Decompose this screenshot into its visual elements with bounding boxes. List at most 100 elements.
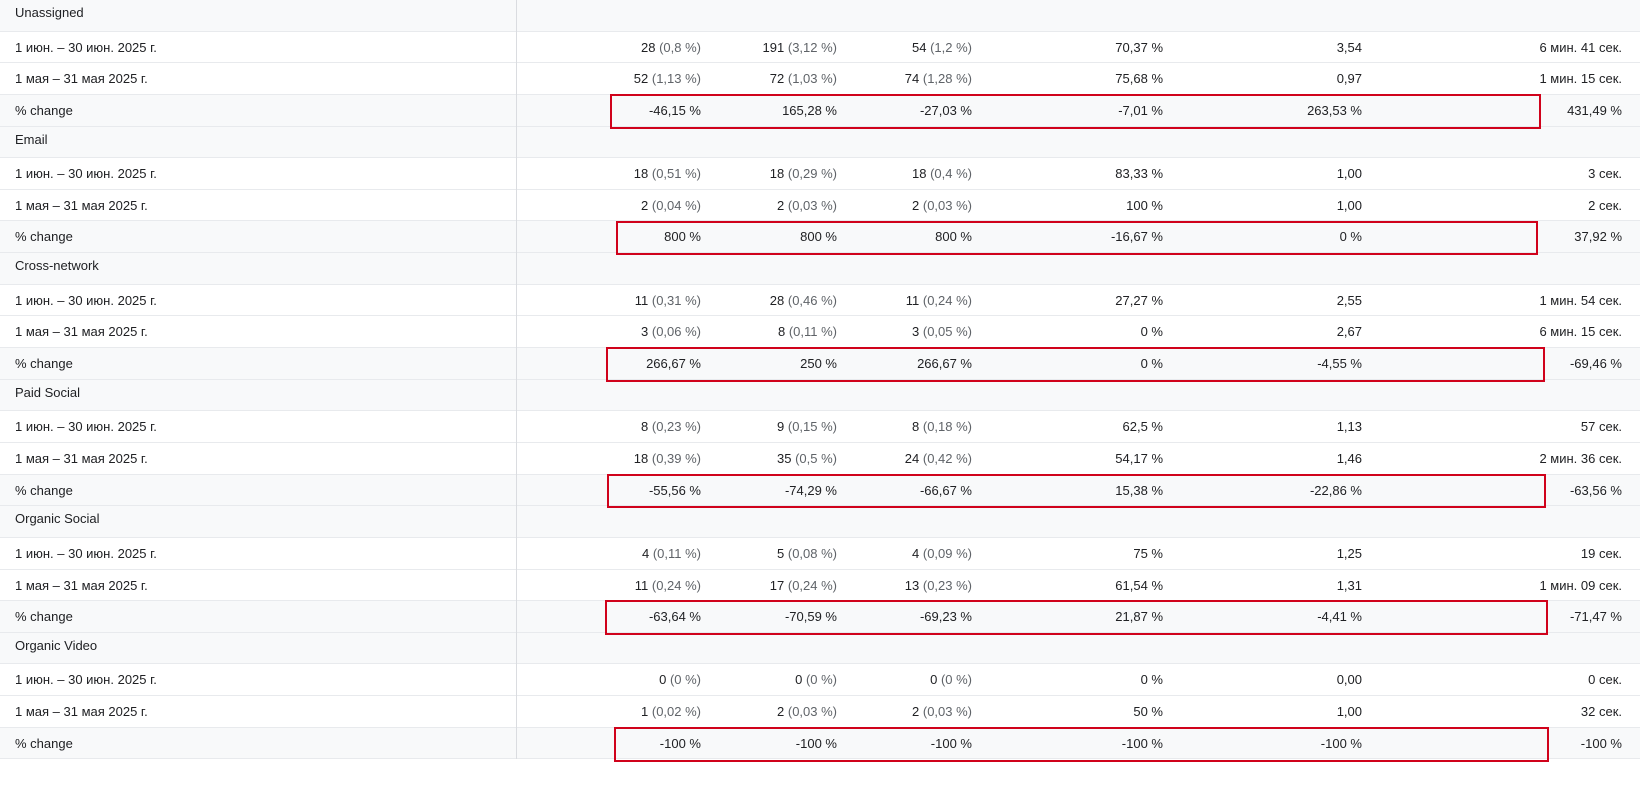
metric-share: (3,12 %)	[784, 39, 837, 55]
metric-share: (0,03 %)	[784, 704, 837, 720]
group-header-row: Organic Video	[0, 632, 1640, 665]
row-label: 1 мая – 31 мая 2025 г.	[15, 450, 148, 466]
metric-value: 1,46	[1336, 450, 1362, 466]
metric-value: 3 сек.	[1588, 166, 1622, 182]
metric-share: (0,39 %)	[648, 450, 701, 466]
metric-cell: -74,29 %	[785, 475, 837, 508]
change-row: % change 800 % 800 % 800 % -16,67 % 0 % 37,92 …	[0, 221, 1640, 254]
metric-share: (0,03 %)	[919, 704, 972, 720]
metric-cell: 165,28 %	[782, 95, 837, 128]
metric-cell: 61,54 %	[1115, 570, 1163, 603]
metric-value: 32 сек.	[1580, 704, 1622, 720]
row-label: % change	[15, 356, 73, 372]
metric-cell: 2 (0,03 %)	[777, 190, 837, 223]
metric-cell: 9 (0,15 %)	[777, 411, 837, 444]
metric-share: (0,03 %)	[784, 197, 837, 213]
group-name: Unassigned	[15, 5, 84, 20]
metric-cell: -70,59 %	[785, 601, 837, 634]
metric-value: 266,67 %	[917, 356, 972, 372]
metric-share: (0,08 %)	[784, 545, 837, 561]
metric-cell: -63,64 %	[649, 601, 701, 634]
metric-value: 266,67 %	[646, 356, 701, 372]
metric-value: 1,00	[1336, 704, 1362, 720]
metric-cell: 250 %	[800, 348, 837, 381]
metric-value: 263,53 %	[1307, 102, 1362, 118]
metric-value: 21,87 %	[1115, 609, 1163, 625]
metric-value: 800 %	[664, 229, 701, 245]
metric-cell: -100 %	[796, 728, 837, 761]
metric-cell: 50 %	[1133, 696, 1163, 729]
change-row: % change -46,15 % 165,28 % -27,03 % -7,01 % 2…	[0, 94, 1640, 128]
metric-value: 24	[904, 450, 920, 466]
metric-cell: 1,00	[1337, 190, 1362, 223]
metric-share: (0 %)	[802, 672, 837, 688]
metric-value: 5	[777, 545, 785, 561]
metric-cell: 2 (0,03 %)	[912, 190, 972, 223]
metric-cell: 54 (1,2 %)	[912, 32, 972, 65]
metric-value: -66,67 %	[919, 482, 972, 498]
metric-cell: 28 (0,46 %)	[770, 285, 837, 318]
column-divider	[516, 696, 517, 728]
metric-value: 18	[769, 166, 785, 182]
metric-share: (1,13 %)	[648, 71, 701, 87]
metric-cell: 11 (0,31 %)	[635, 285, 701, 318]
metric-cell: 2 мин. 36 сек.	[1539, 443, 1622, 476]
metric-cell: 83,33 %	[1115, 158, 1163, 191]
metric-cell: 2 (0,03 %)	[777, 696, 837, 729]
group-name: Organic Video	[15, 637, 98, 653]
metric-value: 6 мин. 15 сек.	[1539, 324, 1622, 340]
row-label: 1 мая – 31 мая 2025 г.	[15, 577, 148, 593]
metric-value: -100 %	[1580, 735, 1622, 751]
metric-cell: 266,67 %	[917, 348, 972, 381]
row-label: % change	[15, 229, 73, 245]
metric-value: 8	[641, 419, 649, 435]
row-label: 1 мая – 31 мая 2025 г.	[15, 324, 148, 340]
row-label: 1 мая – 31 мая 2025 г.	[15, 71, 148, 87]
metric-share: (0,06 %)	[648, 324, 701, 340]
metric-value: 0 %	[1140, 356, 1163, 372]
metric-value: -100 %	[659, 735, 701, 751]
metric-value: 72	[769, 71, 785, 87]
metric-share: (0,24 %)	[919, 292, 972, 308]
metric-cell: -22,86 %	[1310, 475, 1362, 508]
metric-cell: 32 сек.	[1581, 696, 1622, 729]
metric-value: 61,54 %	[1115, 577, 1163, 593]
row-label: 1 мая – 31 мая 2025 г.	[15, 197, 148, 213]
group-name: Cross-network	[15, 258, 99, 274]
column-divider	[516, 379, 517, 412]
row-label: % change	[15, 102, 73, 118]
metric-value: 50 %	[1133, 704, 1163, 720]
metric-cell: 17 (0,24 %)	[770, 570, 837, 603]
metric-cell: 11 (0,24 %)	[635, 570, 701, 603]
metric-value: 1	[641, 704, 649, 720]
metric-cell: 1,31	[1337, 570, 1362, 603]
metric-value: -27,03 %	[919, 102, 972, 118]
metric-cell: 2 сек.	[1588, 190, 1622, 223]
metric-cell: 1 мин. 09 сек.	[1539, 570, 1622, 603]
metric-cell: 3 (0,06 %)	[641, 316, 701, 349]
group-header-row: Organic Social	[0, 506, 1640, 538]
metric-value: 3,54	[1336, 39, 1362, 55]
metric-cell: 11 (0,24 %)	[906, 285, 972, 318]
metric-cell: 75,68 %	[1115, 63, 1163, 96]
metric-value: 0 %	[1140, 324, 1163, 340]
metric-cell: 54,17 %	[1115, 443, 1163, 476]
metric-cell: -46,15 %	[649, 95, 701, 128]
metric-value: 19 сек.	[1580, 545, 1622, 561]
metric-value: 27,27 %	[1115, 292, 1163, 308]
metric-value: 74	[904, 71, 920, 87]
metric-value: 1,00	[1336, 197, 1362, 213]
column-divider	[516, 253, 517, 285]
metric-value: -100 %	[930, 735, 972, 751]
row-label: 1 мая – 31 мая 2025 г.	[15, 704, 148, 720]
column-divider	[516, 632, 517, 665]
column-divider	[516, 474, 517, 507]
metric-cell: -63,56 %	[1570, 475, 1622, 508]
metric-cell: 263,53 %	[1307, 95, 1362, 128]
metric-cell: 0 %	[1141, 316, 1163, 349]
metric-cell: 1,00	[1337, 696, 1362, 729]
metric-value: 0	[930, 672, 938, 688]
metric-value: 13	[904, 577, 920, 593]
metric-cell: 4 (0,09 %)	[912, 538, 972, 571]
metric-value: 28	[769, 292, 785, 308]
